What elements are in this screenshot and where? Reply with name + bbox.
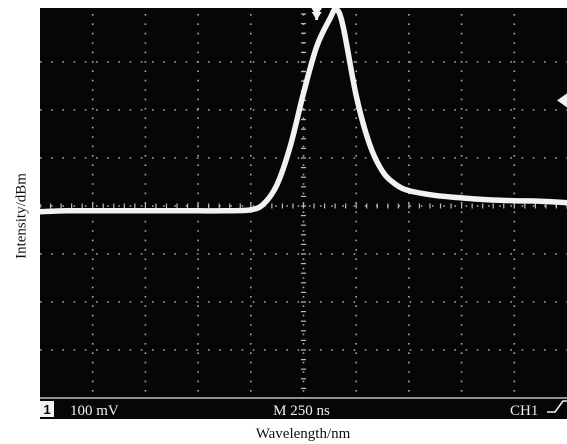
trigger-level-marker — [557, 93, 567, 108]
ch1-scale-readout: 100 mV — [70, 403, 119, 419]
graticule — [40, 13, 567, 399]
oscilloscope-screen: 1 100 mV M 250 ns CH1 — [40, 8, 567, 419]
signal-trace — [40, 8, 567, 215]
y-axis-label: Intensity/dBm — [13, 173, 30, 259]
channel-indicator: 1 — [44, 402, 51, 417]
x-axis-label: Wavelength/nm — [255, 426, 351, 442]
plot-area: 1 100 mV M 250 ns CH1 — [40, 8, 567, 419]
trigger-slope-icon — [547, 400, 567, 413]
channel-indicator-box — [40, 401, 54, 417]
trigger-position-arrow — [311, 12, 322, 20]
timebase-readout: M 250 ns — [273, 403, 330, 419]
trigger-source-readout: CH1 — [510, 403, 538, 419]
